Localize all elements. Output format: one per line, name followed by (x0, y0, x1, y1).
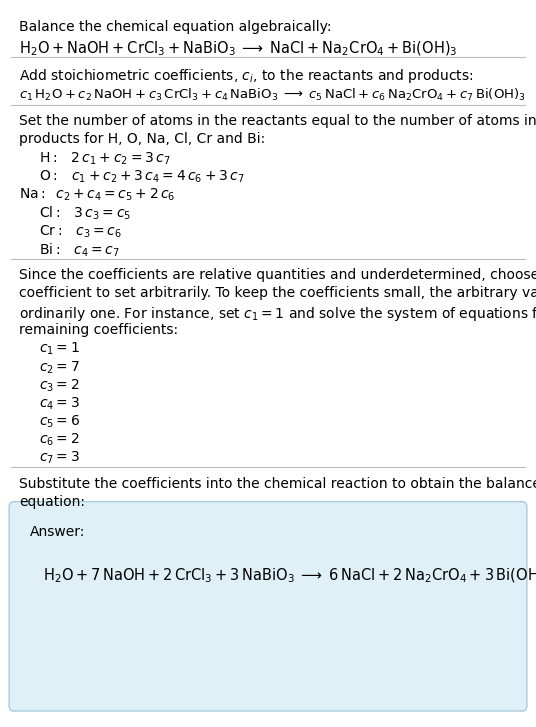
Text: remaining coefficients:: remaining coefficients: (19, 323, 178, 337)
Text: $c_4 = 3$: $c_4 = 3$ (39, 395, 79, 412)
Text: $\mathrm{O{:}}\;\;\; c_1 + c_2 + 3\,c_4 = 4\,c_6 + 3\,c_7$: $\mathrm{O{:}}\;\;\; c_1 + c_2 + 3\,c_4 … (39, 169, 244, 185)
Text: $\mathrm{H{:}}\;\;\; 2\,c_1 + c_2 = 3\,c_7$: $\mathrm{H{:}}\;\;\; 2\,c_1 + c_2 = 3\,c… (39, 150, 170, 167)
Text: $c_7 = 3$: $c_7 = 3$ (39, 450, 79, 467)
Text: $c_3 = 2$: $c_3 = 2$ (39, 377, 79, 394)
Text: Substitute the coefficients into the chemical reaction to obtain the balanced: Substitute the coefficients into the che… (19, 477, 536, 491)
Text: $\mathrm{Bi{:}}\;\;\; c_4 = c_7$: $\mathrm{Bi{:}}\;\;\; c_4 = c_7$ (39, 241, 120, 259)
Text: $\mathrm{H_2O + 7\,NaOH + 2\,CrCl_3 + 3\,NaBiO_3 \;\longrightarrow\; 6\,NaCl + 2: $\mathrm{H_2O + 7\,NaOH + 2\,CrCl_3 + 3\… (43, 567, 536, 585)
Text: equation:: equation: (19, 495, 85, 509)
Text: Since the coefficients are relative quantities and underdetermined, choose a: Since the coefficients are relative quan… (19, 268, 536, 282)
Text: Balance the chemical equation algebraically:: Balance the chemical equation algebraica… (19, 20, 331, 34)
Text: products for H, O, Na, Cl, Cr and Bi:: products for H, O, Na, Cl, Cr and Bi: (19, 132, 265, 146)
Text: Add stoichiometric coefficients, $c_i$, to the reactants and products:: Add stoichiometric coefficients, $c_i$, … (19, 67, 473, 85)
Text: $\mathrm{H_2O + NaOH + CrCl_3 + NaBiO_3 \;\longrightarrow\; NaCl + Na_2CrO_4 + B: $\mathrm{H_2O + NaOH + CrCl_3 + NaBiO_3 … (19, 40, 457, 58)
Text: $\mathrm{Cr{:}}\;\;\; c_3 = c_6$: $\mathrm{Cr{:}}\;\;\; c_3 = c_6$ (39, 223, 122, 240)
Text: Answer:: Answer: (29, 525, 85, 539)
FancyBboxPatch shape (9, 502, 527, 711)
Text: $\mathrm{Na{:}}\;\; c_2 + c_4 = c_5 + 2\,c_6$: $\mathrm{Na{:}}\;\; c_2 + c_4 = c_5 + 2\… (19, 187, 175, 204)
Text: $c_5 = 6$: $c_5 = 6$ (39, 414, 80, 430)
Text: Set the number of atoms in the reactants equal to the number of atoms in the: Set the number of atoms in the reactants… (19, 114, 536, 128)
Text: coefficient to set arbitrarily. To keep the coefficients small, the arbitrary va: coefficient to set arbitrarily. To keep … (19, 286, 536, 300)
Text: $c_1 = 1$: $c_1 = 1$ (39, 341, 79, 358)
Text: $c_6 = 2$: $c_6 = 2$ (39, 432, 79, 449)
Text: $c_2 = 7$: $c_2 = 7$ (39, 359, 79, 376)
Text: $\mathrm{Cl{:}}\;\;\; 3\,c_3 = c_5$: $\mathrm{Cl{:}}\;\;\; 3\,c_3 = c_5$ (39, 205, 131, 222)
Text: ordinarily one. For instance, set $c_1 = 1$ and solve the system of equations fo: ordinarily one. For instance, set $c_1 =… (19, 305, 536, 323)
Text: $c_1\,\mathrm{H_2O} + c_2\,\mathrm{NaOH} + c_3\,\mathrm{CrCl_3} + c_4\,\mathrm{N: $c_1\,\mathrm{H_2O} + c_2\,\mathrm{NaOH}… (19, 87, 526, 103)
